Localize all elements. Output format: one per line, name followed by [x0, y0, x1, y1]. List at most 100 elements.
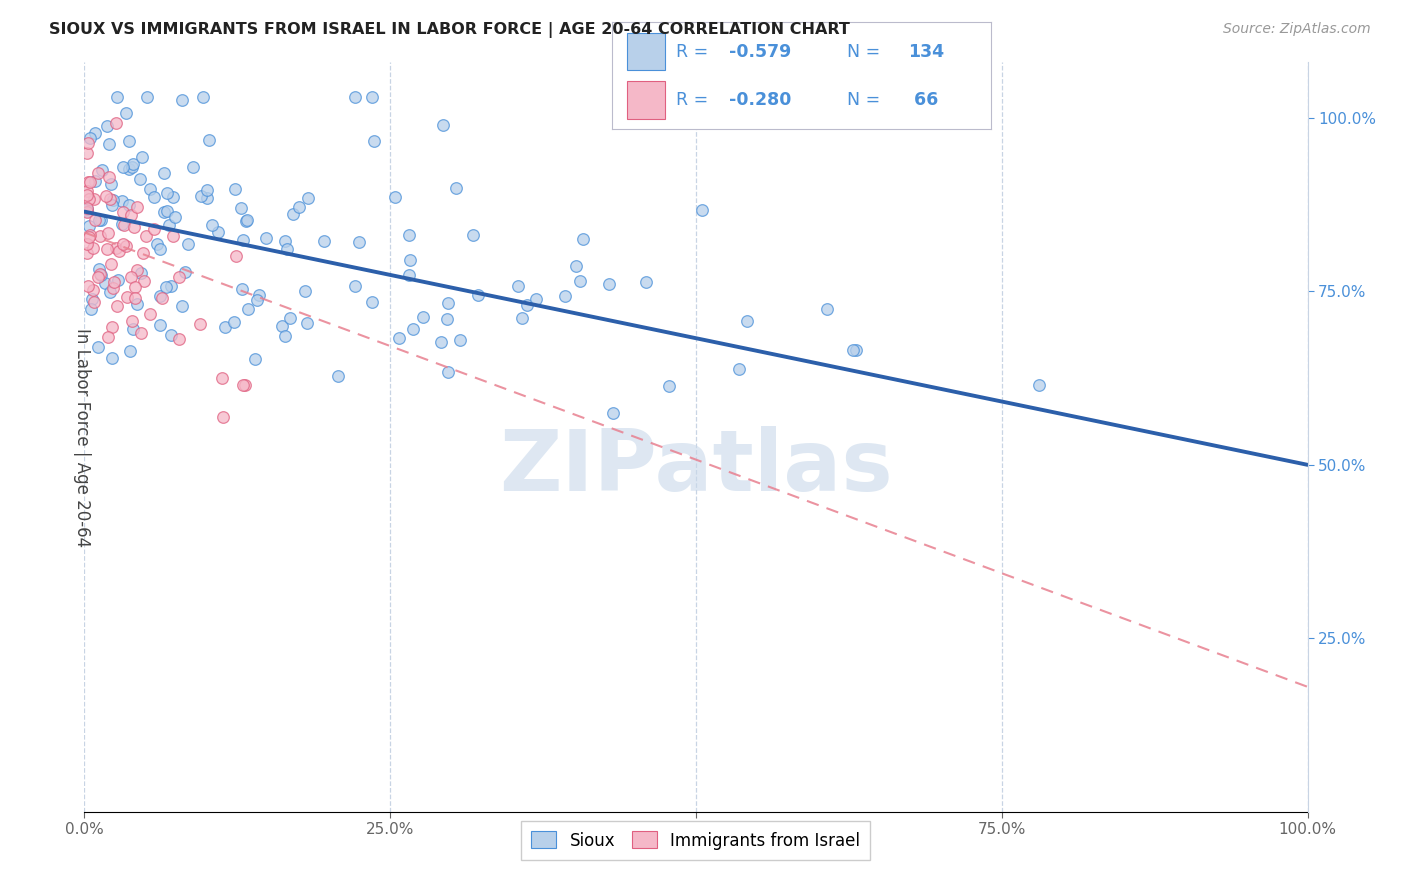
- Point: [1028, 378, 1050, 392]
- Text: 134: 134: [908, 43, 943, 61]
- Point: [728, 362, 751, 376]
- Point: [156, 186, 179, 200]
- Point: [201, 219, 224, 233]
- Point: [76, 246, 98, 260]
- Point: [211, 370, 233, 384]
- Point: [120, 269, 142, 284]
- Point: [461, 227, 484, 242]
- Point: [243, 351, 266, 366]
- Point: [96, 242, 118, 256]
- Point: [233, 378, 256, 392]
- Point: [173, 265, 195, 279]
- Point: [98, 285, 121, 299]
- Text: Source: ZipAtlas.com: Source: ZipAtlas.com: [1223, 22, 1371, 37]
- Point: [437, 365, 460, 379]
- Point: [118, 343, 141, 358]
- Point: [235, 214, 257, 228]
- Point: [149, 318, 172, 332]
- Point: [281, 207, 304, 221]
- Point: [83, 174, 105, 188]
- Point: [361, 295, 384, 310]
- Point: [136, 90, 159, 104]
- Point: [246, 293, 269, 307]
- Point: [101, 198, 124, 212]
- Point: [111, 218, 134, 232]
- Point: [328, 368, 350, 383]
- Point: [87, 212, 110, 227]
- Point: [84, 213, 107, 227]
- Point: [572, 232, 595, 246]
- Point: [845, 343, 868, 358]
- Point: [271, 319, 294, 334]
- Point: [278, 311, 301, 326]
- Point: [344, 90, 367, 104]
- Text: SIOUX VS IMMIGRANTS FROM ISRAEL IN LABOR FORCE | AGE 20-64 CORRELATION CHART: SIOUX VS IMMIGRANTS FROM ISRAEL IN LABOR…: [49, 22, 851, 38]
- Point: [276, 243, 298, 257]
- Point: [82, 283, 104, 297]
- Point: [402, 322, 425, 336]
- Point: [437, 296, 460, 310]
- Point: [115, 238, 138, 252]
- Point: [516, 298, 538, 312]
- Point: [432, 118, 454, 132]
- Point: [510, 310, 533, 325]
- Point: [89, 267, 111, 281]
- Point: [143, 190, 166, 204]
- Point: [193, 90, 215, 104]
- Point: [412, 310, 434, 324]
- Point: [135, 229, 157, 244]
- Point: [90, 268, 112, 282]
- Point: [77, 230, 100, 244]
- Point: [100, 257, 122, 271]
- Point: [398, 228, 420, 243]
- Point: [170, 93, 193, 107]
- Point: [363, 134, 385, 148]
- Point: [167, 269, 190, 284]
- Point: [97, 329, 120, 343]
- Text: R =: R =: [676, 43, 714, 61]
- Point: [129, 326, 152, 341]
- Point: [198, 133, 221, 147]
- Point: [101, 281, 124, 295]
- Point: [76, 202, 98, 216]
- Point: [122, 322, 145, 336]
- Point: [139, 307, 162, 321]
- Point: [112, 160, 135, 174]
- Text: -0.579: -0.579: [730, 43, 792, 61]
- Point: [132, 274, 155, 288]
- Point: [634, 275, 657, 289]
- Y-axis label: In Labor Force | Age 20-64: In Labor Force | Age 20-64: [73, 327, 91, 547]
- Point: [98, 169, 121, 184]
- Point: [122, 220, 145, 235]
- Point: [127, 262, 149, 277]
- Point: [554, 289, 576, 303]
- Point: [165, 211, 187, 225]
- Point: [229, 202, 252, 216]
- Point: [176, 237, 198, 252]
- Point: [107, 273, 129, 287]
- Point: [349, 235, 371, 249]
- Point: [83, 126, 105, 140]
- Point: [160, 327, 183, 342]
- Point: [449, 333, 471, 347]
- Point: [162, 229, 184, 244]
- Point: [658, 379, 681, 393]
- Point: [436, 312, 458, 326]
- Text: -0.280: -0.280: [730, 91, 792, 109]
- Point: [399, 252, 422, 267]
- Point: [94, 188, 117, 202]
- Point: [103, 275, 125, 289]
- Point: [690, 202, 713, 217]
- Point: [146, 236, 169, 251]
- Point: [76, 237, 98, 252]
- Text: R =: R =: [676, 91, 714, 109]
- Point: [181, 160, 204, 174]
- Point: [288, 200, 311, 214]
- Point: [162, 190, 184, 204]
- Point: [121, 160, 143, 174]
- Point: [254, 231, 277, 245]
- Point: [214, 320, 236, 334]
- Text: N =: N =: [846, 91, 886, 109]
- Point: [312, 234, 335, 248]
- Point: [107, 299, 129, 313]
